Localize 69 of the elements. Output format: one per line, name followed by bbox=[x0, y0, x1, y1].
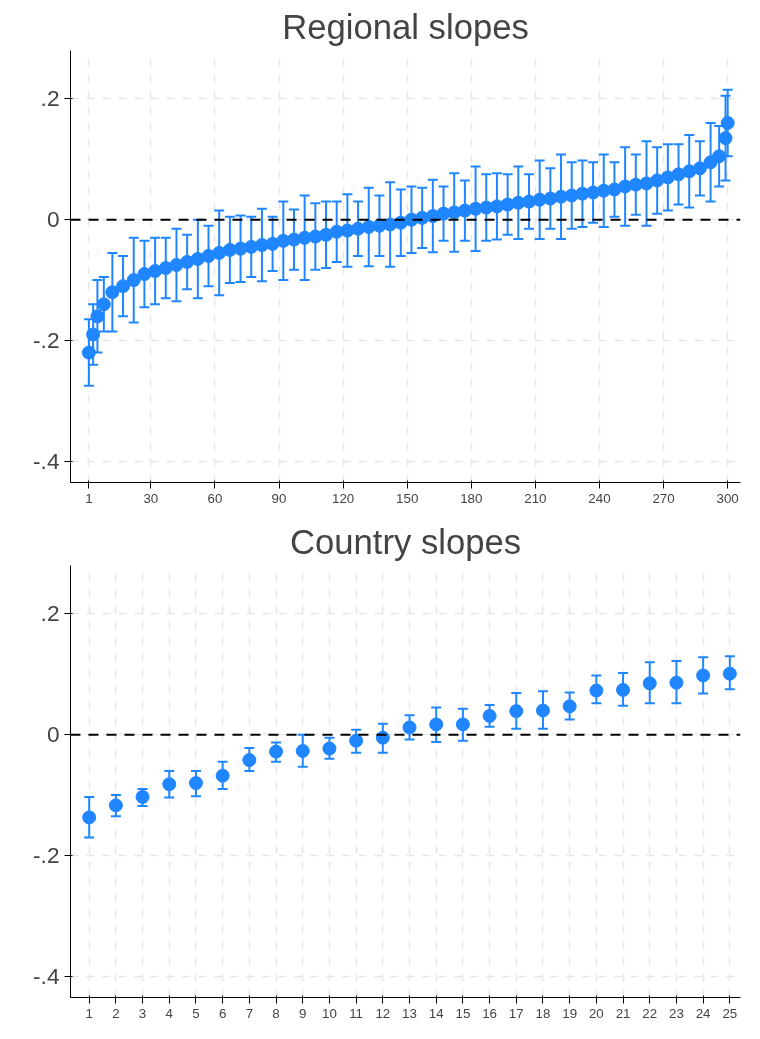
point bbox=[162, 777, 177, 792]
chart-title: Regional slopes bbox=[282, 7, 529, 46]
x-tick-label: 18 bbox=[535, 1005, 551, 1021]
point bbox=[215, 768, 230, 783]
x-tick-label: 1 bbox=[85, 1005, 93, 1021]
x-tick-label: 13 bbox=[402, 1005, 417, 1021]
point bbox=[562, 699, 577, 714]
x-tick-label: 210 bbox=[524, 490, 547, 506]
point bbox=[295, 744, 310, 758]
point bbox=[402, 720, 417, 735]
x-tick-label: 9 bbox=[299, 1005, 307, 1021]
point bbox=[108, 798, 123, 813]
point bbox=[509, 704, 524, 719]
x-tick-label: 19 bbox=[562, 1005, 578, 1021]
y-tick-label: 0 bbox=[46, 721, 60, 748]
point bbox=[535, 703, 550, 718]
point bbox=[696, 668, 711, 683]
point bbox=[455, 717, 470, 732]
x-tick-label: 150 bbox=[396, 490, 419, 506]
y-tick-label: 0 bbox=[46, 206, 60, 233]
point bbox=[188, 776, 203, 790]
y-tick-label: -.4 bbox=[33, 447, 60, 474]
x-tick-label: 30 bbox=[143, 490, 159, 506]
x-tick-label: 90 bbox=[271, 490, 287, 506]
x-tick-label: 240 bbox=[588, 490, 611, 506]
y-tick-label: -.4 bbox=[33, 962, 60, 989]
x-tick-label: 17 bbox=[508, 1005, 524, 1021]
x-tick-label: 2 bbox=[112, 1005, 120, 1021]
point bbox=[589, 683, 604, 698]
x-tick-label: 23 bbox=[669, 1005, 684, 1021]
x-tick-label: 270 bbox=[652, 490, 675, 506]
point bbox=[242, 753, 257, 768]
x-tick-label: 7 bbox=[245, 1005, 254, 1021]
point bbox=[269, 744, 284, 759]
x-tick-label: 20 bbox=[588, 1005, 604, 1021]
y-tick-label: -.2 bbox=[33, 327, 60, 354]
x-tick-label: 14 bbox=[428, 1005, 445, 1021]
x-tick-label: 180 bbox=[460, 490, 483, 506]
y-tick-label: .2 bbox=[40, 85, 60, 112]
point bbox=[722, 666, 737, 681]
x-tick-label: 15 bbox=[455, 1005, 471, 1021]
x-tick-label: 16 bbox=[482, 1005, 497, 1021]
point bbox=[322, 741, 337, 756]
point bbox=[669, 675, 684, 690]
x-tick-label: 1 bbox=[85, 490, 93, 506]
x-tick-label: 12 bbox=[375, 1005, 391, 1021]
point bbox=[642, 676, 657, 691]
x-tick-label: 60 bbox=[207, 490, 223, 506]
x-tick-label: 10 bbox=[322, 1005, 337, 1021]
point bbox=[82, 810, 97, 825]
x-tick-label: 3 bbox=[138, 1005, 147, 1021]
x-tick-label: 24 bbox=[695, 1005, 712, 1021]
chart-title: Country slopes bbox=[289, 522, 522, 561]
x-tick-label: 11 bbox=[349, 1005, 364, 1021]
y-tick-label: -.2 bbox=[33, 842, 60, 869]
x-tick-label: 22 bbox=[642, 1005, 658, 1021]
x-tick-label: 8 bbox=[272, 1005, 280, 1021]
x-tick-label: 5 bbox=[192, 1005, 200, 1021]
x-tick-label: 300 bbox=[716, 490, 739, 506]
x-tick-label: 21 bbox=[615, 1005, 631, 1021]
point bbox=[349, 733, 364, 748]
point bbox=[429, 717, 444, 732]
x-tick-label: 4 bbox=[165, 1005, 174, 1021]
point bbox=[482, 708, 497, 723]
x-tick-label: 120 bbox=[332, 490, 355, 506]
point bbox=[616, 682, 631, 697]
y-tick-label: .2 bbox=[40, 600, 60, 627]
x-tick-label: 25 bbox=[722, 1005, 738, 1021]
x-tick-label: 6 bbox=[218, 1005, 227, 1021]
